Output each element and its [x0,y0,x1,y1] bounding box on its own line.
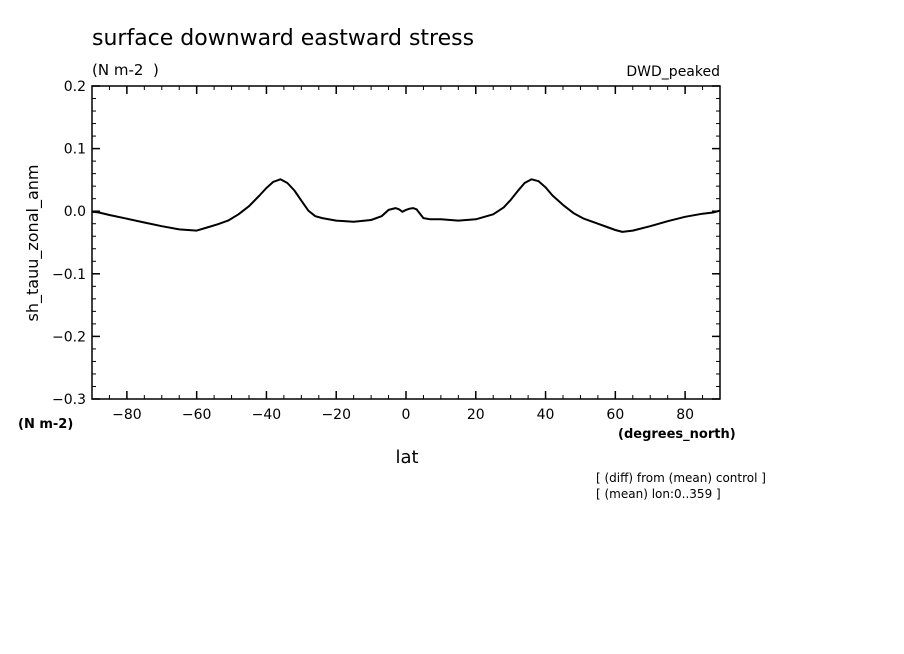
y-tick-label: 0.0 [64,204,86,220]
y-axis-units: (N m-2) [18,417,73,432]
x-tick-label: 60 [606,407,624,423]
series-layer [91,178,721,233]
y-axis-ticks: 0.2 0.1 0.0 −0.1 −0.2 −0.3 [52,79,720,408]
x-tick-label: −60 [182,407,212,423]
dataset-tag: DWD_peaked [626,64,720,80]
x-axis-ticks: −80 −60 −40 −20 0 20 40 60 80 [112,86,694,423]
note-diff: [ (diff) from (mean) control ] [596,471,766,485]
y-tick-label: −0.1 [52,267,86,283]
x-axis-units: (degrees_north) [618,427,736,442]
y-axis-label: sh_tauu_zonal_anm [23,165,43,322]
x-tick-label: −20 [321,407,351,423]
y-tick-label: −0.3 [52,392,86,408]
y-tick-label: 0.1 [64,142,86,158]
plot-frame [91,85,721,400]
x-tick-label: 80 [676,407,694,423]
chart-title: surface downward eastward stress [92,26,474,51]
note-mean: [ (mean) lon:0..359 ] [596,487,721,501]
chart-subtitle: (N m-2 ) [92,61,159,79]
series-line [91,178,721,233]
minor-ticks [91,85,721,400]
y-tick-label: 0.2 [64,79,86,95]
x-tick-label: 40 [537,407,555,423]
x-tick-label: 20 [467,407,485,423]
x-tick-label: −40 [252,407,282,423]
x-tick-label: −80 [112,407,142,423]
x-axis-label: lat [395,447,418,468]
x-tick-label: 0 [402,407,411,423]
y-tick-label: −0.2 [52,329,86,345]
